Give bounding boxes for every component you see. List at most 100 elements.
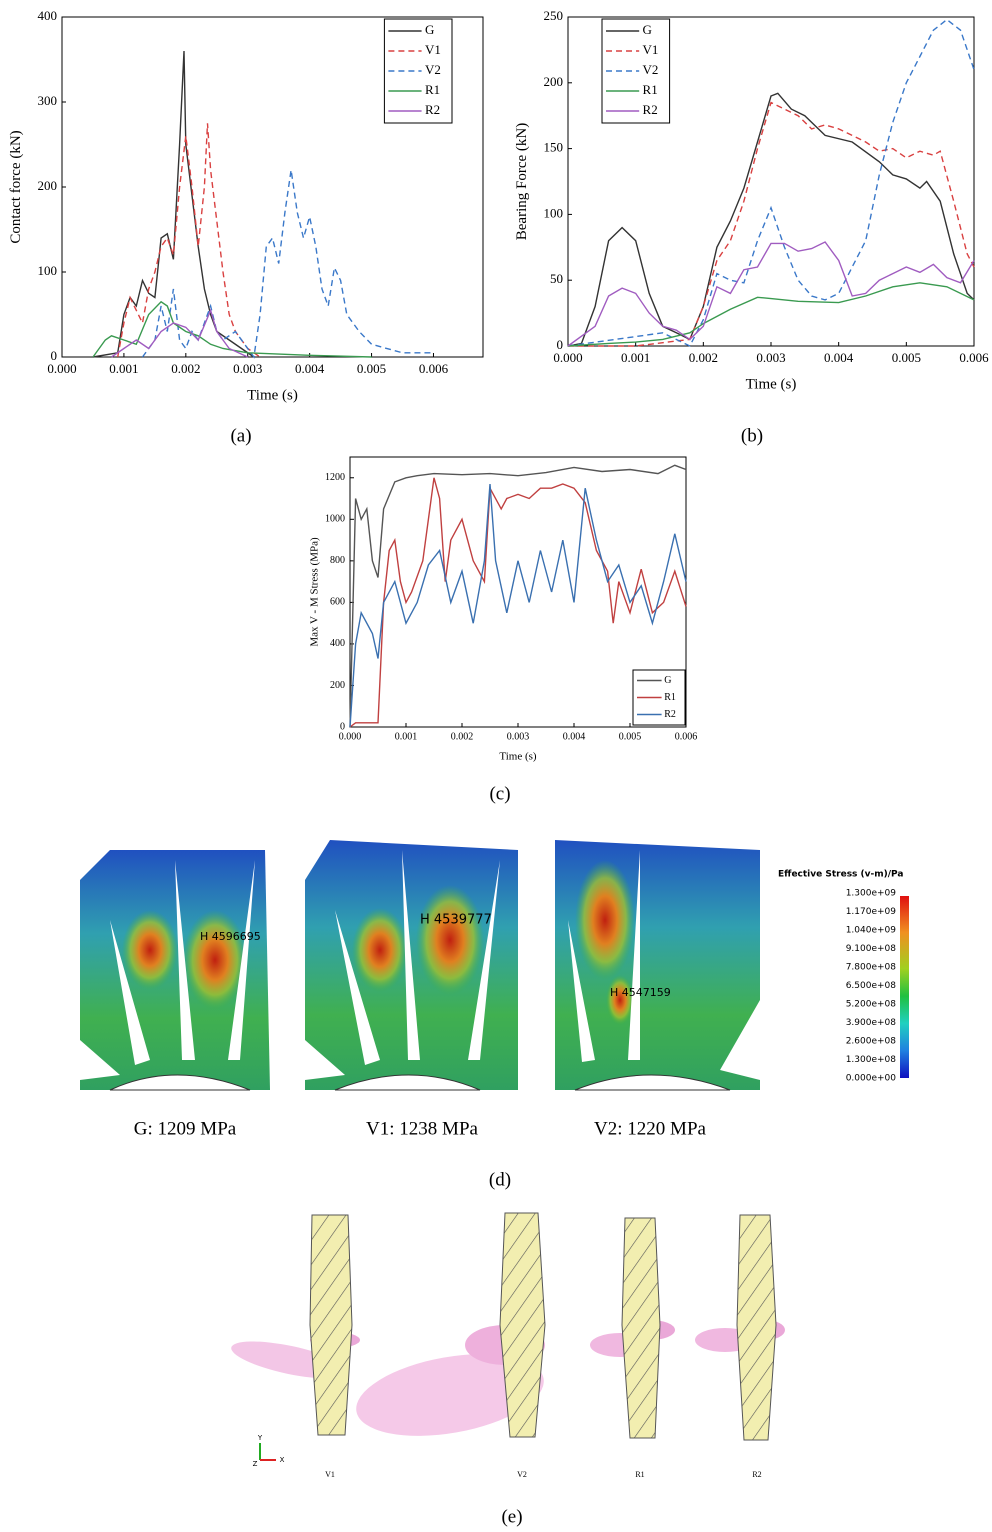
colorbar-label: 1.300e+08 (846, 1055, 897, 1065)
x-axis-title: Time (s) (499, 751, 537, 763)
y-tick-label: 200 (330, 680, 345, 691)
caption: (c) (489, 783, 510, 804)
axis-glyph: X (280, 1456, 285, 1464)
y-tick-label: 0 (557, 337, 564, 352)
x-tick-label: 0.005 (619, 731, 642, 742)
y-tick-label: 0 (51, 348, 58, 363)
y-tick-label: 100 (544, 205, 564, 220)
x-tick-label: 0.002 (689, 350, 718, 365)
y-tick-label: 200 (38, 178, 58, 193)
chart: 0.000 0.001 0.002 0.003 0.004 0.005 0.006 0 50 10… (514, 8, 989, 392)
colorbar-title: Effective Stress (v-m)/Pa (778, 870, 903, 880)
series-line (567, 282, 975, 347)
contour-image (305, 840, 518, 1091)
node-label: H 4547159 (610, 986, 671, 999)
colorbar-label: 1.300e+09 (846, 889, 897, 899)
legend-label: G (425, 22, 434, 37)
image-label: V2: 1220 MPa (594, 1118, 706, 1139)
series-line (141, 169, 434, 359)
y-tick-label: 400 (38, 8, 58, 23)
series-line (117, 123, 261, 358)
legend-label: R2 (664, 709, 676, 720)
x-tick-label: 0.003 (507, 731, 530, 742)
legend-label: V1 (643, 42, 659, 57)
series-line (349, 483, 687, 728)
colorbar-label: 6.500e+08 (846, 981, 897, 991)
legend-label: G (664, 675, 671, 686)
series-line (92, 300, 372, 358)
image-label: G: 1209 MPa (134, 1118, 237, 1139)
series-line (111, 308, 248, 358)
chart: 0.000 0.001 0.002 0.003 0.004 0.005 0.006 0 200 4… (309, 456, 698, 763)
series-line (92, 50, 255, 358)
x-tick-label: 0.000 (339, 731, 362, 742)
x-axis-title: Time (s) (746, 376, 797, 392)
x-axis-title: Time (s) (247, 387, 298, 403)
y-tick-label: 0 (340, 721, 345, 732)
legend-label: G (643, 22, 652, 37)
particle-label: R1 (635, 1470, 644, 1479)
legend-box (383, 18, 453, 124)
series-line (567, 241, 975, 347)
x-tick-label: 0.004 (295, 361, 325, 376)
series-line (568, 101, 975, 347)
legend-label: R1 (643, 82, 658, 97)
y-tick-label: 150 (544, 140, 564, 155)
colorbar-label: 1.170e+09 (846, 907, 897, 917)
y-tick-label: 600 (330, 597, 345, 608)
colorbar-label: 7.800e+08 (846, 963, 897, 973)
y-tick-label: 100 (38, 263, 58, 278)
node-label: H 4539777 (420, 913, 492, 928)
x-tick-label: 0.003 (233, 361, 262, 376)
legend-label: R1 (425, 82, 440, 97)
axis-glyph: Y (257, 1434, 263, 1442)
legend-box (601, 18, 671, 124)
y-tick-label: 50 (550, 271, 563, 286)
contour-image (80, 850, 270, 1091)
series-line (567, 18, 975, 347)
legend-label: V2 (425, 62, 441, 77)
colorbar-label: 5.200e+08 (846, 1000, 897, 1010)
x-tick-label: 0.001 (109, 361, 138, 376)
caption: (d) (489, 1169, 511, 1190)
caption: (a) (230, 425, 251, 446)
legend-label: R2 (425, 102, 440, 117)
y-axis-title: Bearing Force (kN) (514, 123, 530, 240)
x-tick-label: 0.004 (563, 731, 586, 742)
y-tick-label: 300 (38, 93, 58, 108)
y-tick-label: 250 (544, 8, 564, 23)
colorbar: Effective Stress (v-m)/Pa (778, 870, 909, 1078)
series-line (349, 464, 687, 728)
particle-label: R2 (752, 1470, 761, 1479)
colorbar-label: 9.100e+08 (846, 944, 897, 954)
y-tick-label: 200 (544, 74, 564, 89)
x-tick-label: 0.000 (47, 361, 76, 376)
particle-panel: Y Z X V1 V2 R1 R2 (231, 1212, 785, 1479)
colorbar-scale (900, 896, 909, 1078)
colorbar-label: 2.600e+08 (846, 1037, 897, 1047)
colorbar-label: 1.040e+09 (846, 926, 897, 936)
y-tick-label: 400 (330, 638, 345, 649)
y-tick-label: 1200 (325, 472, 345, 483)
axis-glyph: Z (253, 1460, 258, 1468)
x-tick-label: 0.004 (824, 350, 854, 365)
colorbar-label: 3.900e+08 (846, 1018, 897, 1028)
y-tick-label: 800 (330, 555, 345, 566)
x-tick-label: 0.005 (357, 361, 386, 376)
chart: 0.000 0.001 0.002 0.003 0.004 0.005 0.006 0 100 2… (8, 8, 484, 403)
x-tick-label: 0.001 (395, 731, 418, 742)
y-axis-title: Contact force (kN) (8, 130, 24, 243)
x-tick-label: 0.002 (171, 361, 200, 376)
legend-label: V2 (643, 62, 659, 77)
particle-label: V2 (517, 1470, 527, 1479)
legend-label: R1 (664, 692, 676, 703)
x-tick-label: 0.005 (892, 350, 921, 365)
contour-images: H 4596695 H 4539777 H 4547159 G: 1209 MP… (80, 840, 760, 1139)
y-tick-label: 1000 (325, 514, 345, 525)
particle-label: V1 (325, 1470, 335, 1479)
x-tick-label: 0.000 (553, 350, 582, 365)
x-tick-label: 0.006 (675, 731, 698, 742)
x-tick-label: 0.003 (756, 350, 785, 365)
node-label: H 4596695 (200, 930, 261, 943)
